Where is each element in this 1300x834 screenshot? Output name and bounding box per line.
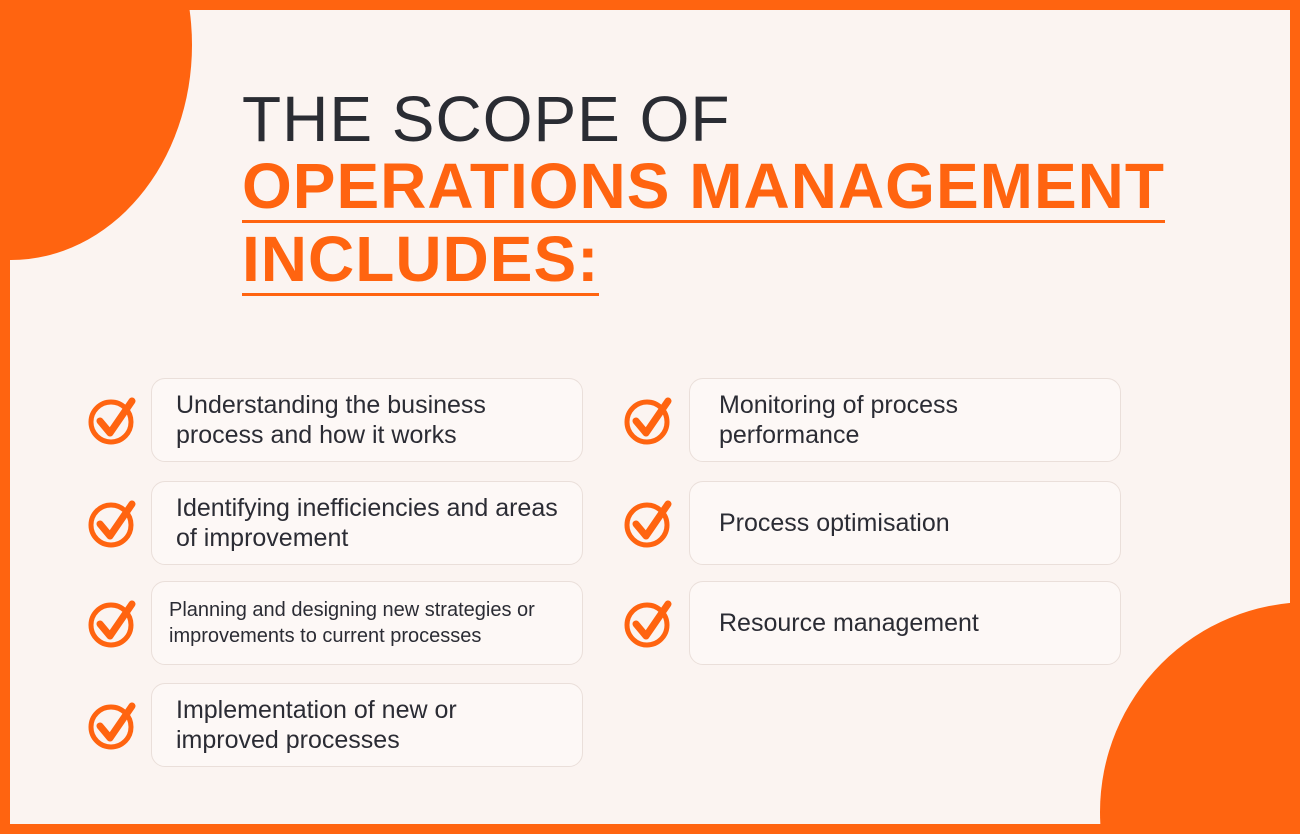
check-circle-icon (88, 702, 136, 750)
check-circle-icon (88, 397, 136, 445)
item-text: Understanding the business process and h… (176, 391, 486, 449)
item-text: Planning and designing new strategies or… (169, 599, 535, 647)
item-card: Resource management (689, 581, 1121, 665)
item-card: Implementation of new or improved proces… (151, 683, 583, 767)
title-line-2: OPERATIONS MANAGEMENT (242, 150, 1165, 223)
title-line-1: THE SCOPE OF (242, 83, 731, 155)
item-text: Identifying inefficiencies and areas of … (176, 494, 558, 552)
check-circle-icon (88, 500, 136, 548)
item-card: Process optimisation (689, 481, 1121, 565)
check-circle-icon (88, 600, 136, 648)
check-circle-icon (624, 397, 672, 445)
item-card: Understanding the business process and h… (151, 378, 583, 462)
item-card: Identifying inefficiencies and areas of … (151, 481, 583, 565)
item-text: Implementation of new or improved proces… (176, 696, 457, 754)
item-text: Resource management (719, 609, 979, 637)
item-text: Monitoring of process performance (719, 391, 959, 449)
corner-decoration-top-left (10, 10, 192, 260)
check-circle-icon (624, 600, 672, 648)
page-title: THE SCOPE OF OPERATIONS MANAGEMENT INCLU… (242, 84, 1252, 296)
item-card: Monitoring of process performance (689, 378, 1121, 462)
infographic-canvas: THE SCOPE OF OPERATIONS MANAGEMENT INCLU… (10, 10, 1290, 824)
corner-decoration-bottom-right (1100, 602, 1290, 824)
item-text: Process optimisation (719, 509, 950, 537)
title-line-3: INCLUDES: (242, 223, 600, 296)
check-circle-icon (624, 500, 672, 548)
item-card: Planning and designing new strategies or… (151, 581, 583, 665)
